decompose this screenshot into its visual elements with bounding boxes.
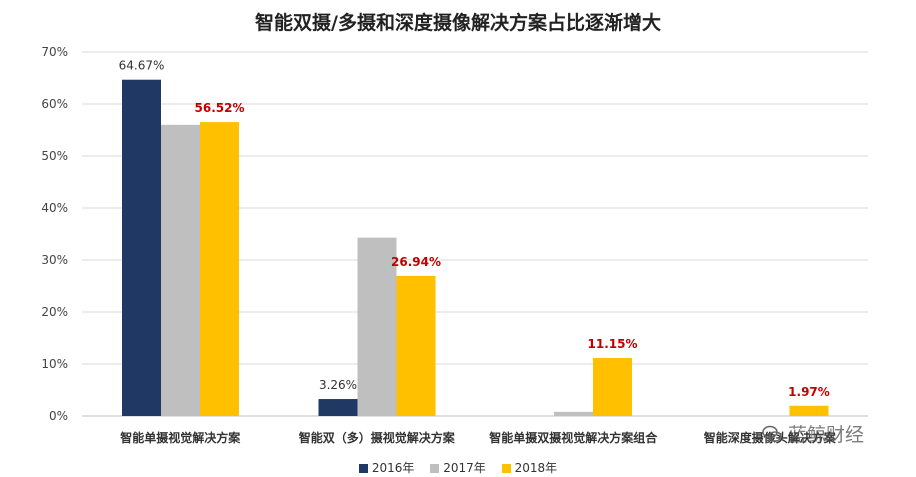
bar [554,411,593,416]
legend-label-2016: 2016年 [371,461,415,475]
bar [161,124,200,417]
x-tick-label: 智能单摄双摄视觉解决方案组合 [488,430,658,445]
data-label: 11.15% [588,337,638,351]
x-tick-label: 智能双（多）摄视觉解决方案 [298,430,456,445]
legend-item-2016: 2016年 [358,459,415,476]
watermark: 蓝鲸财经 [762,420,864,447]
y-tick-label: 40% [41,201,68,215]
y-tick-label: 50% [41,149,68,163]
x-tick-label: 智能单摄视觉解决方案 [119,430,241,445]
legend-item-2017: 2017年 [430,459,486,476]
wechat-icon [762,425,782,442]
y-tick-label: 10% [41,357,68,371]
legend-item-2018: 2018年 [501,459,558,476]
data-label: 3.26% [319,378,357,392]
bar [357,237,397,416]
data-label: 1.97% [788,385,830,399]
y-tick-label: 0% [49,409,68,423]
bar [318,399,358,416]
bar [789,405,829,416]
legend-swatch-2018 [501,464,511,473]
watermark-text: 蓝鲸财经 [788,424,865,446]
legend-swatch-2016 [358,464,368,473]
data-label: 64.67% [119,59,165,73]
y-tick-label: 70% [41,45,68,59]
data-label: 56.52% [195,101,245,115]
data-label: 26.94% [391,255,441,269]
y-tick-label: 20% [41,305,68,319]
chart-legend: 2016年 2017年 2018年 [0,459,916,476]
bar [396,275,436,416]
legend-label-2017: 2017年 [443,461,486,475]
bar [593,358,632,416]
chart-title: 智能双摄/多摄和深度摄像解决方案占比逐渐增大 [255,12,661,34]
legend-label-2018: 2018年 [514,461,558,475]
legend-swatch-2017 [430,464,440,473]
bar [122,79,161,416]
y-tick-label: 60% [41,97,68,111]
bar [200,122,239,416]
y-tick-label: 30% [41,253,68,267]
